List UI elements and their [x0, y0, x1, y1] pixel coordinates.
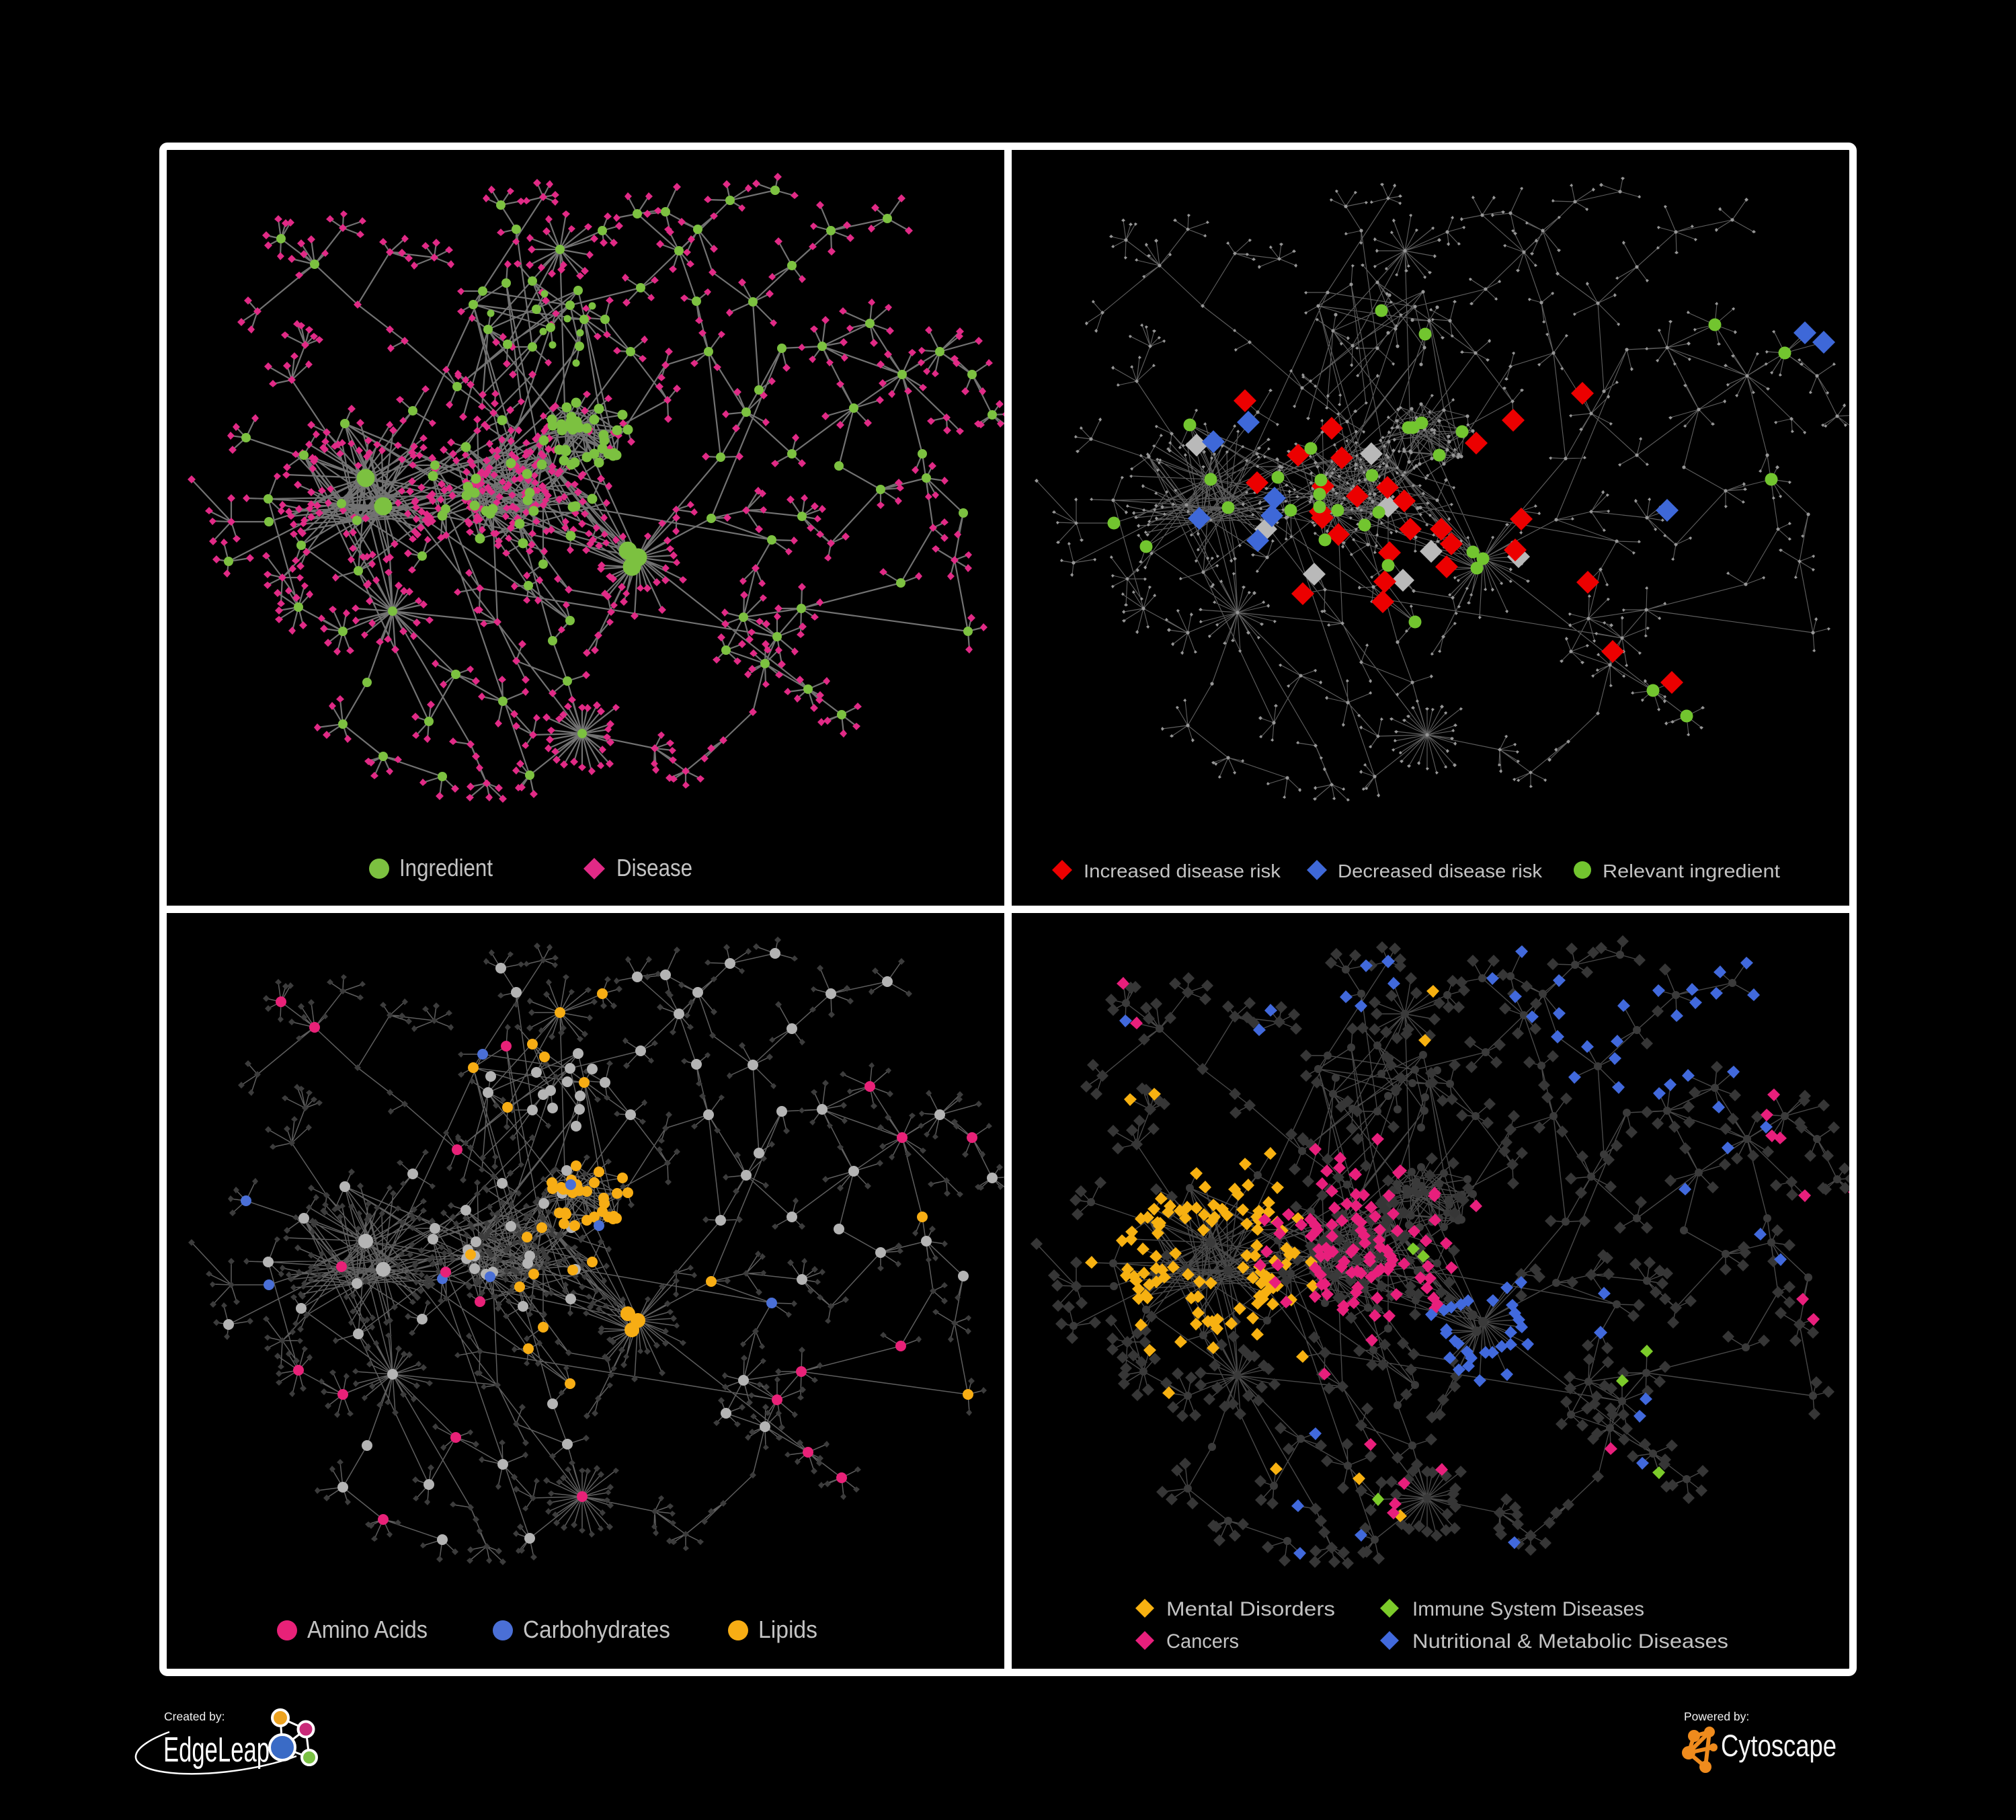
svg-text:Relevant ingredient: Relevant ingredient [1603, 861, 1780, 881]
svg-text:Increased disease risk: Increased disease risk [1084, 861, 1281, 881]
svg-text:Powered by:: Powered by: [1684, 1710, 1749, 1723]
svg-text:Carbohydrates: Carbohydrates [523, 1616, 670, 1643]
svg-text:Lipids: Lipids [758, 1616, 817, 1643]
svg-text:Disease: Disease [616, 854, 692, 881]
svg-text:Created by:: Created by: [164, 1710, 225, 1723]
svg-text:Immune System Diseases: Immune System Diseases [1412, 1598, 1644, 1620]
svg-text:Mental Disorders: Mental Disorders [1166, 1598, 1335, 1620]
svg-text:Cancers: Cancers [1166, 1630, 1239, 1653]
svg-text:Nutritional & Metabolic Diseas: Nutritional & Metabolic Diseases [1412, 1630, 1728, 1653]
svg-text:Cytoscape: Cytoscape [1721, 1729, 1837, 1763]
svg-text:Decreased disease risk: Decreased disease risk [1338, 861, 1542, 881]
svg-text:Ingredient: Ingredient [399, 854, 493, 881]
svg-text:EdgeLeap: EdgeLeap [163, 1731, 270, 1770]
svg-text:Amino Acids: Amino Acids [307, 1616, 428, 1643]
